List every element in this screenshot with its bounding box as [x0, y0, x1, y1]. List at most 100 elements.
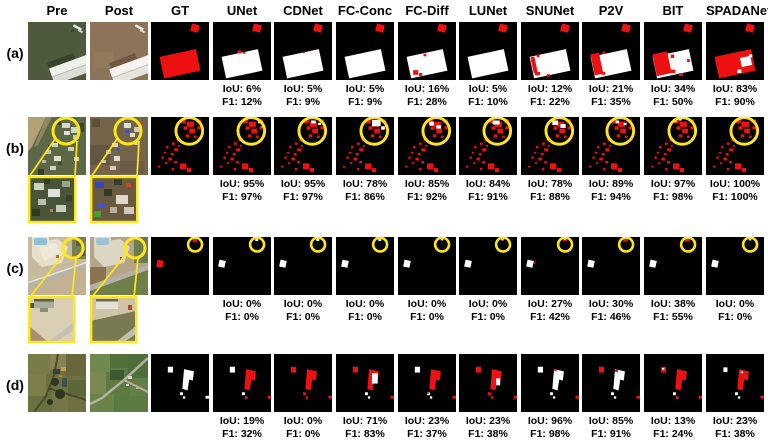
metrics-d-cdnet: IoU: 0% F1: 0% — [283, 415, 323, 440]
metrics-d-p2v: IoU: 85% F1: 91% — [588, 415, 634, 440]
mask-b-fcdiff — [398, 117, 456, 175]
metrics-b-cdnet: IoU: 95% F1: 97% — [280, 178, 326, 203]
row-label-d: (d) — [6, 377, 24, 393]
mask-b-cdnet — [274, 117, 332, 175]
highlight-circle-icon — [61, 237, 85, 260]
image-a-post — [90, 22, 148, 80]
mask-a-bit — [644, 22, 702, 80]
col-header-lunet: LUNet — [468, 3, 508, 18]
metrics-b-spadanet: IoU: 100% F1: 100% — [709, 178, 761, 203]
metrics-c-unet: IoU: 0% F1: 0% — [222, 298, 262, 323]
zoom-inset — [28, 175, 77, 223]
mask-c-spadanet — [706, 237, 764, 295]
metrics-c-cdnet: IoU: 0% F1: 0% — [283, 298, 323, 323]
col-header-unet: UNet — [226, 3, 258, 18]
mask-b-p2v — [582, 117, 640, 175]
mask-c-snunet — [521, 237, 579, 295]
metrics-d-unet: IoU: 19% F1: 32% — [219, 415, 265, 440]
mask-b-gt — [151, 117, 209, 175]
col-header-fcconc: FC-Conc — [337, 3, 393, 18]
col-header-pre: Pre — [46, 3, 68, 18]
image-d-pre — [28, 354, 86, 412]
metrics-b-bit: IoU: 97% F1: 98% — [650, 178, 696, 203]
mask-b-bit — [644, 117, 702, 175]
metrics-b-lunet: IoU: 84% F1: 91% — [465, 178, 511, 203]
metrics-a-unet: IoU: 6% F1: 12% — [222, 83, 262, 108]
metrics-d-snunet: IoU: 96% F1: 98% — [527, 415, 573, 440]
mask-d-lunet — [459, 354, 517, 412]
metrics-c-fcconc: IoU: 0% F1: 0% — [345, 298, 385, 323]
mask-c-unet — [213, 237, 271, 295]
metrics-c-p2v: IoU: 30% F1: 46% — [588, 298, 634, 323]
row-label-c: (c) — [6, 260, 24, 276]
metrics-a-fcdiff: IoU: 16% F1: 28% — [404, 83, 450, 108]
col-header-cdnet: CDNet — [283, 3, 323, 18]
mask-c-fcdiff — [398, 237, 456, 295]
mask-a-snunet — [521, 22, 579, 80]
metrics-a-fcconc: IoU: 5% F1: 9% — [345, 83, 385, 108]
metrics-a-cdnet: IoU: 5% F1: 9% — [283, 83, 323, 108]
zoom-inset — [90, 295, 138, 343]
metrics-a-lunet: IoU: 5% F1: 10% — [468, 83, 508, 108]
metrics-a-p2v: IoU: 21% F1: 35% — [588, 83, 634, 108]
mask-b-lunet — [459, 117, 517, 175]
col-header-bit: BIT — [662, 3, 684, 18]
metrics-b-unet: IoU: 95% F1: 97% — [219, 178, 265, 203]
image-b-pre — [28, 117, 86, 223]
mask-b-unet — [213, 117, 271, 175]
metrics-b-fcconc: IoU: 78% F1: 86% — [342, 178, 388, 203]
metrics-c-fcdiff: IoU: 0% F1: 0% — [407, 298, 447, 323]
image-b-post — [90, 117, 148, 223]
mask-d-p2v — [582, 354, 640, 412]
zoom-inset — [28, 295, 76, 343]
metrics-a-bit: IoU: 34% F1: 50% — [650, 83, 696, 108]
mask-c-fcconc — [336, 237, 394, 295]
mask-a-fcdiff — [398, 22, 456, 80]
metrics-b-p2v: IoU: 89% F1: 94% — [588, 178, 634, 203]
mask-d-bit — [644, 354, 702, 412]
mask-a-gt — [151, 22, 209, 80]
mask-a-spadanet — [706, 22, 764, 80]
highlight-circle-icon — [123, 237, 147, 260]
mask-b-spadanet — [706, 117, 764, 175]
metrics-d-spadanet: IoU: 23% F1: 38% — [712, 415, 758, 440]
metrics-c-spadanet: IoU: 0% F1: 0% — [715, 298, 755, 323]
metrics-d-fcdiff: IoU: 23% F1: 37% — [404, 415, 450, 440]
mask-c-gt — [151, 237, 209, 295]
col-header-p2v: P2V — [598, 3, 624, 18]
metrics-d-lunet: IoU: 23% F1: 38% — [465, 415, 511, 440]
image-c-pre — [28, 237, 86, 343]
mask-d-spadanet — [706, 354, 764, 412]
metrics-c-bit: IoU: 38% F1: 55% — [650, 298, 696, 323]
mask-a-lunet — [459, 22, 517, 80]
metrics-a-spadanet: IoU: 83% F1: 90% — [712, 83, 758, 108]
mask-d-unet — [213, 354, 271, 412]
zoom-inset — [90, 175, 139, 223]
col-header-post: Post — [104, 3, 134, 18]
row-label-a: (a) — [6, 45, 24, 61]
col-header-gt: GT — [170, 3, 190, 18]
metrics-a-snunet: IoU: 12% F1: 22% — [527, 83, 573, 108]
image-d-post — [90, 354, 148, 412]
highlight-circle-icon — [113, 117, 143, 146]
mask-d-snunet — [521, 354, 579, 412]
image-a-pre — [28, 22, 86, 80]
mask-a-fcconc — [336, 22, 394, 80]
image-c-post — [90, 237, 148, 343]
metrics-b-snunet: IoU: 78% F1: 88% — [527, 178, 573, 203]
mask-d-fcdiff — [398, 354, 456, 412]
highlight-circle-icon — [51, 117, 81, 146]
mask-b-fcconc — [336, 117, 394, 175]
col-header-spadanet: SPADANet — [706, 3, 768, 18]
mask-b-snunet — [521, 117, 579, 175]
row-label-b: (b) — [6, 140, 24, 156]
mask-d-fcconc — [336, 354, 394, 412]
mask-c-lunet — [459, 237, 517, 295]
mask-a-cdnet — [274, 22, 332, 80]
col-header-snunet: SNUNet — [525, 3, 575, 18]
mask-c-p2v — [582, 237, 640, 295]
mask-a-unet — [213, 22, 271, 80]
metrics-c-lunet: IoU: 0% F1: 0% — [468, 298, 508, 323]
mask-c-bit — [644, 237, 702, 295]
metrics-c-snunet: IoU: 27% F1: 42% — [527, 298, 573, 323]
